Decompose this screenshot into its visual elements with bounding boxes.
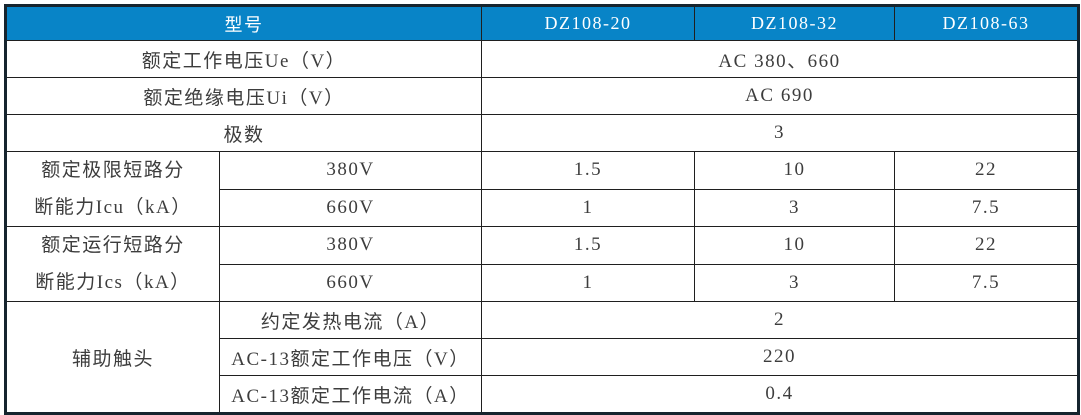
spec-value-cell: AC 380、660 (481, 40, 1079, 78)
row-rated-insulation-voltage: 额定绝缘电压Ui（V） AC 690 (5, 77, 1079, 115)
value-cell: 3 (694, 263, 895, 302)
sub-label-cell: 380V (219, 226, 482, 265)
row-aux-conventional-heating-current: 辅助触头 约定发热电流（A） 2 (5, 301, 1079, 414)
group-label-ics: 额定运行短路分 断能力Ics（kA） (5, 226, 220, 302)
value-cell: 1.5 (481, 151, 695, 190)
spec-value-cell: 3 (481, 114, 1079, 152)
value-cell: 1.5 (481, 226, 695, 265)
row-icu-380v: 额定极限短路分 断能力Icu（kA） 380V 1.5 10 22 (5, 151, 1079, 227)
group-label-icu: 额定极限短路分 断能力Icu（kA） (5, 151, 220, 227)
value-cell: 22 (894, 226, 1079, 265)
spec-label-cell: 额定工作电压Ue（V） (5, 40, 482, 78)
header-model-dz108-20: DZ108-20 (481, 5, 695, 41)
row-aux-ac13-current: AC-13额定工作电流（A） 0.4 (6, 375, 1079, 414)
header-model-dz108-63: DZ108-63 (894, 5, 1079, 41)
value-cell: 10 (694, 151, 895, 190)
group-label-aux-contact: 辅助触头 (5, 301, 220, 414)
spec-table: 型号 DZ108-20 DZ108-32 DZ108-63 额定工作电压Ue（V… (4, 4, 1080, 415)
sub-label-cell: 约定发热电流（A） (219, 301, 482, 339)
value-cell: 1 (481, 188, 695, 227)
value-cell: 10 (694, 226, 895, 265)
header-model-label: 型号 (5, 5, 482, 41)
spec-value-cell: AC 690 (481, 77, 1079, 115)
row-ics-380v: 额定运行短路分 断能力Ics（kA） 380V 1.5 10 22 (5, 226, 1079, 302)
sub-label-cell: 380V (219, 151, 482, 190)
table-header-row: 型号 DZ108-20 DZ108-32 DZ108-63 (5, 5, 1079, 41)
spec-label-cell: 额定绝缘电压Ui（V） (5, 77, 482, 115)
value-cell: 7.5 (894, 188, 1079, 227)
row-ics-660v: 660V 1 3 7.5 (6, 263, 1079, 302)
sub-label-cell: AC-13额定工作电压（V） (219, 338, 482, 376)
value-cell: 1 (481, 263, 695, 302)
row-icu-660v: 660V 1 3 7.5 (6, 188, 1079, 227)
value-cell: 22 (894, 151, 1079, 190)
spec-value-cell: 2 (481, 301, 1079, 339)
spec-value-cell: 220 (481, 338, 1079, 376)
header-model-dz108-32: DZ108-32 (694, 5, 895, 41)
sub-label-cell: 660V (219, 188, 482, 227)
row-rated-working-voltage: 额定工作电压Ue（V） AC 380、660 (5, 40, 1079, 78)
value-cell: 7.5 (894, 263, 1079, 302)
value-cell: 3 (694, 188, 895, 227)
spec-label-cell: 极数 (5, 114, 482, 152)
spec-value-cell: 0.4 (481, 375, 1079, 414)
row-poles: 极数 3 (5, 114, 1079, 152)
sub-label-cell: 660V (219, 263, 482, 302)
sub-label-cell: AC-13额定工作电流（A） (219, 375, 482, 414)
